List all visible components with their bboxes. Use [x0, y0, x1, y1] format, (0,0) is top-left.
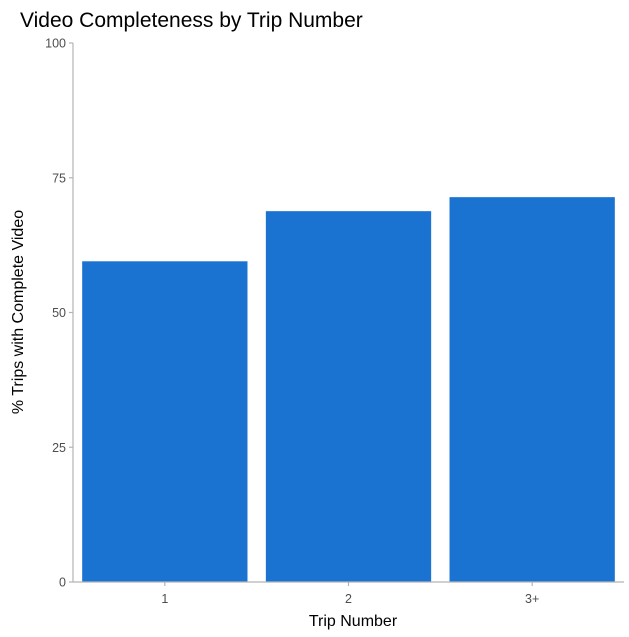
x-tick-label: 2	[345, 592, 352, 606]
bar-1	[82, 261, 248, 582]
y-axis-title: % Trips with Complete Video	[10, 210, 27, 414]
x-ticks-group: 1 2 3+	[161, 582, 539, 606]
y-tick-label: 100	[45, 37, 66, 51]
y-ticks-group: 0 25 50 75 100	[45, 37, 73, 590]
bar-3+	[449, 197, 615, 583]
chart-title: Video Completeness by Trip Number	[20, 9, 363, 32]
y-tick-label: 25	[52, 441, 66, 455]
x-tick-label: 1	[161, 592, 168, 606]
y-tick-label: 0	[59, 576, 66, 590]
y-tick-label: 50	[52, 306, 66, 320]
bar-2	[265, 211, 432, 582]
x-tick-label: 3+	[525, 592, 539, 606]
plot-area: 0 25 50 75 100 1 2 3+	[45, 37, 624, 606]
bars-group	[82, 197, 615, 583]
y-tick-label: 75	[52, 171, 66, 185]
x-axis-title: Trip Number	[309, 613, 398, 630]
